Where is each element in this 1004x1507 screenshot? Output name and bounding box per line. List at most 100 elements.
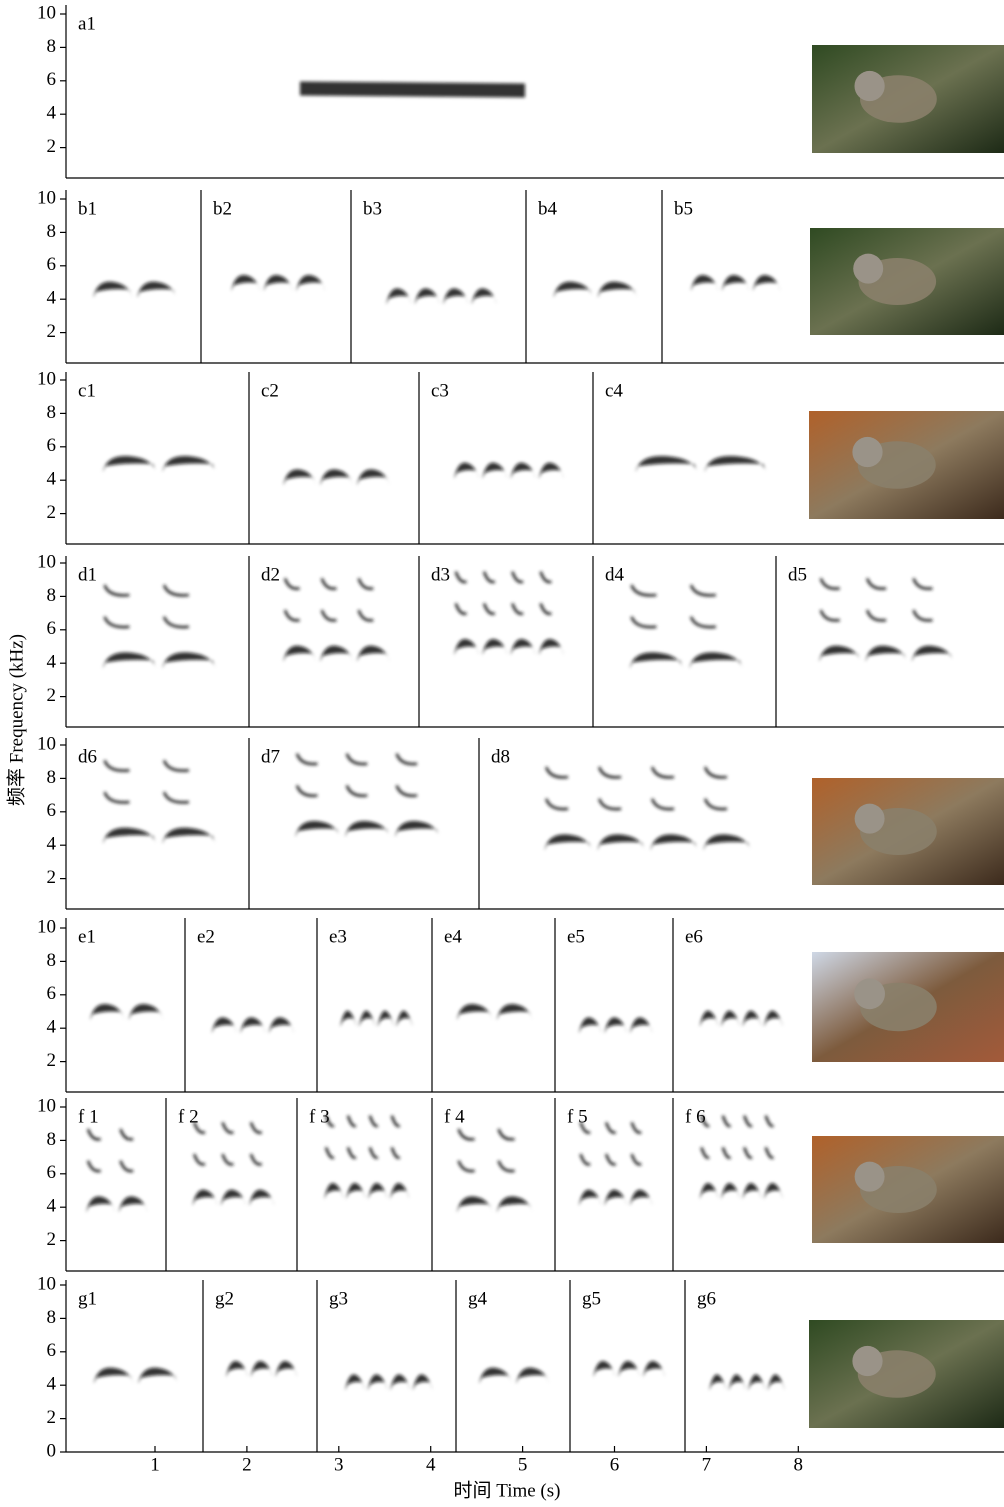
syllable — [300, 81, 525, 97]
spectrogram — [593, 1361, 665, 1377]
panel-label: d1 — [78, 564, 97, 585]
syllable — [753, 275, 781, 291]
y-tick-label: 2 — [47, 502, 57, 523]
syllable — [742, 1011, 761, 1027]
spectrogram — [819, 578, 953, 661]
syllable — [722, 275, 750, 291]
harmonic — [194, 1154, 205, 1164]
syllable — [231, 275, 260, 291]
spectrogram — [283, 469, 390, 485]
bird-head — [852, 1346, 882, 1376]
y-tick-label: 8 — [47, 950, 57, 971]
y-tick-label: 8 — [47, 221, 57, 242]
syllable — [86, 1196, 115, 1212]
panel-label: d7 — [261, 746, 280, 767]
panel-label: e5 — [567, 926, 585, 947]
syllable — [699, 1183, 718, 1199]
spectrogram — [103, 456, 216, 472]
harmonic — [484, 572, 495, 582]
syllable — [764, 1183, 783, 1199]
panel-label: g1 — [78, 1288, 97, 1309]
harmonic — [766, 1147, 774, 1157]
syllable — [283, 469, 316, 485]
harmonic — [632, 1154, 642, 1164]
y-tick-label: 8 — [47, 1307, 57, 1328]
y-tick-label: 4 — [47, 103, 57, 124]
syllable — [413, 1374, 433, 1390]
y-tick-label: 4 — [47, 652, 57, 673]
harmonic — [348, 1116, 356, 1126]
y-tick-label: 10 — [37, 368, 56, 389]
syllable — [390, 1374, 410, 1390]
harmonic — [456, 572, 467, 582]
y-tick-label: 6 — [47, 800, 57, 821]
y-axis-label: 频率 Frequency (kHz) — [5, 634, 27, 806]
syllable — [128, 1004, 163, 1020]
syllable — [764, 1011, 783, 1027]
syllable — [510, 639, 535, 655]
y-tick-label: 10 — [37, 2, 56, 23]
harmonic — [326, 1147, 334, 1157]
panel-label: d5 — [788, 564, 807, 585]
y-tick-label: 8 — [47, 402, 57, 423]
syllable — [454, 463, 479, 479]
syllable — [414, 288, 440, 304]
panel-label: d3 — [431, 564, 450, 585]
syllable — [630, 1017, 653, 1033]
syllable — [103, 652, 157, 668]
syllable — [251, 1361, 273, 1377]
syllable — [699, 1011, 718, 1027]
spectrogram — [93, 282, 176, 298]
syllable — [704, 456, 766, 472]
syllable — [93, 1368, 133, 1384]
harmonic — [652, 767, 674, 777]
spectrogram — [386, 288, 497, 304]
spectrogram — [93, 1368, 178, 1384]
harmonic — [691, 617, 716, 627]
spectrogram — [579, 1017, 653, 1033]
harmonic — [105, 760, 130, 770]
syllable — [390, 1183, 410, 1199]
syllable — [340, 1011, 357, 1027]
bird-head — [854, 978, 885, 1009]
syllable — [479, 1368, 512, 1384]
harmonic — [499, 1161, 515, 1171]
syllable — [357, 646, 390, 662]
panel-label: c4 — [605, 380, 623, 401]
spectrogram — [709, 1374, 785, 1390]
spectrogram — [454, 572, 564, 655]
syllable — [345, 821, 390, 837]
harmonic — [546, 799, 568, 809]
spectrogram — [283, 578, 390, 661]
syllable — [482, 639, 507, 655]
spectrogram — [579, 1122, 653, 1205]
harmonic — [392, 1147, 400, 1157]
x-tick-label: 7 — [702, 1454, 712, 1475]
spectrogram — [300, 81, 525, 97]
syllable — [211, 1017, 237, 1033]
spectrogram — [699, 1116, 783, 1199]
harmonic — [914, 610, 933, 620]
y-tick-label: 2 — [47, 321, 57, 342]
panel-label: d8 — [491, 746, 510, 767]
spectrogram — [324, 1116, 410, 1199]
syllable — [359, 1011, 376, 1027]
syllable — [454, 639, 479, 655]
panel-label: f 5 — [567, 1106, 588, 1127]
syllable — [635, 456, 697, 472]
bird-head — [852, 437, 882, 467]
harmonic — [705, 767, 727, 777]
harmonic — [359, 610, 374, 620]
syllable — [368, 1183, 388, 1199]
harmonic — [821, 578, 840, 588]
harmonic — [164, 760, 189, 770]
syllable — [510, 463, 535, 479]
syllable — [162, 828, 216, 844]
panel-label: e3 — [329, 926, 347, 947]
x-tick-label: 1 — [150, 1454, 160, 1475]
syllable — [226, 1361, 248, 1377]
panel-label: b3 — [363, 198, 382, 219]
harmonic — [347, 754, 367, 764]
spectrogram — [295, 754, 440, 837]
harmonic — [546, 767, 568, 777]
